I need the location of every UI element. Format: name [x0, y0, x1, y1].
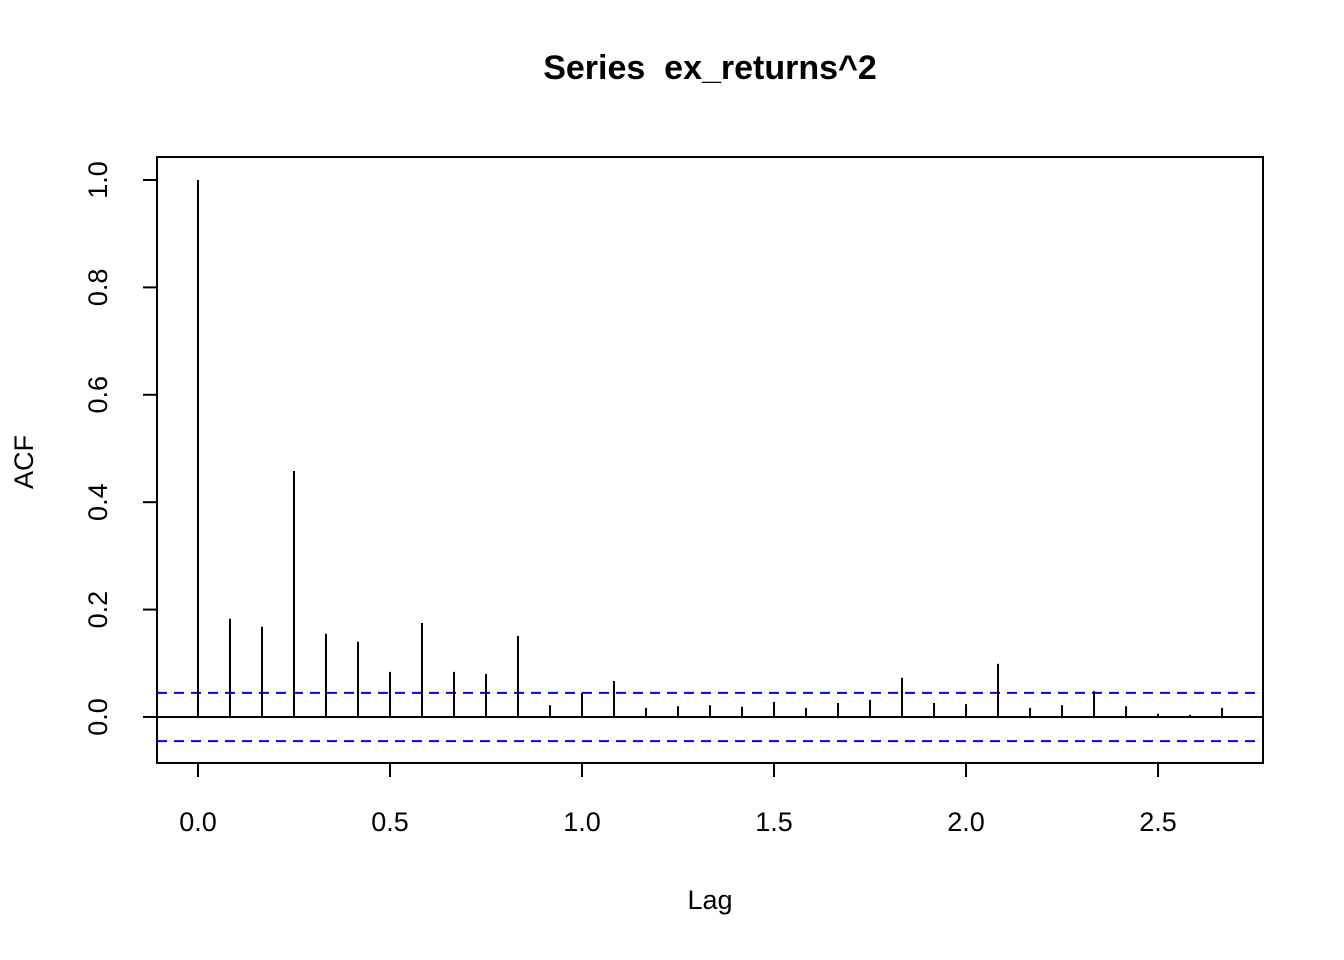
x-tick-label: 0.0 — [179, 807, 217, 837]
y-tick-label: 0.4 — [83, 483, 113, 521]
y-tick-label: 0.0 — [83, 698, 113, 736]
x-tick-label: 1.0 — [563, 807, 601, 837]
y-tick-label: 0.2 — [83, 591, 113, 629]
chart-title: Series ex_returns^2 — [543, 49, 877, 87]
y-tick-label: 0.6 — [83, 376, 113, 414]
x-tick-label: 2.0 — [947, 807, 985, 837]
x-tick-label: 2.5 — [1139, 807, 1177, 837]
x-tick-label: 0.5 — [371, 807, 409, 837]
plot-frame — [156, 156, 1264, 764]
x-axis-title: Lag — [687, 885, 732, 915]
x-tick-label: 1.5 — [755, 807, 793, 837]
y-axis-title: ACF — [9, 435, 39, 489]
y-tick-label: 1.0 — [83, 161, 113, 199]
y-tick-label: 0.8 — [83, 269, 113, 307]
